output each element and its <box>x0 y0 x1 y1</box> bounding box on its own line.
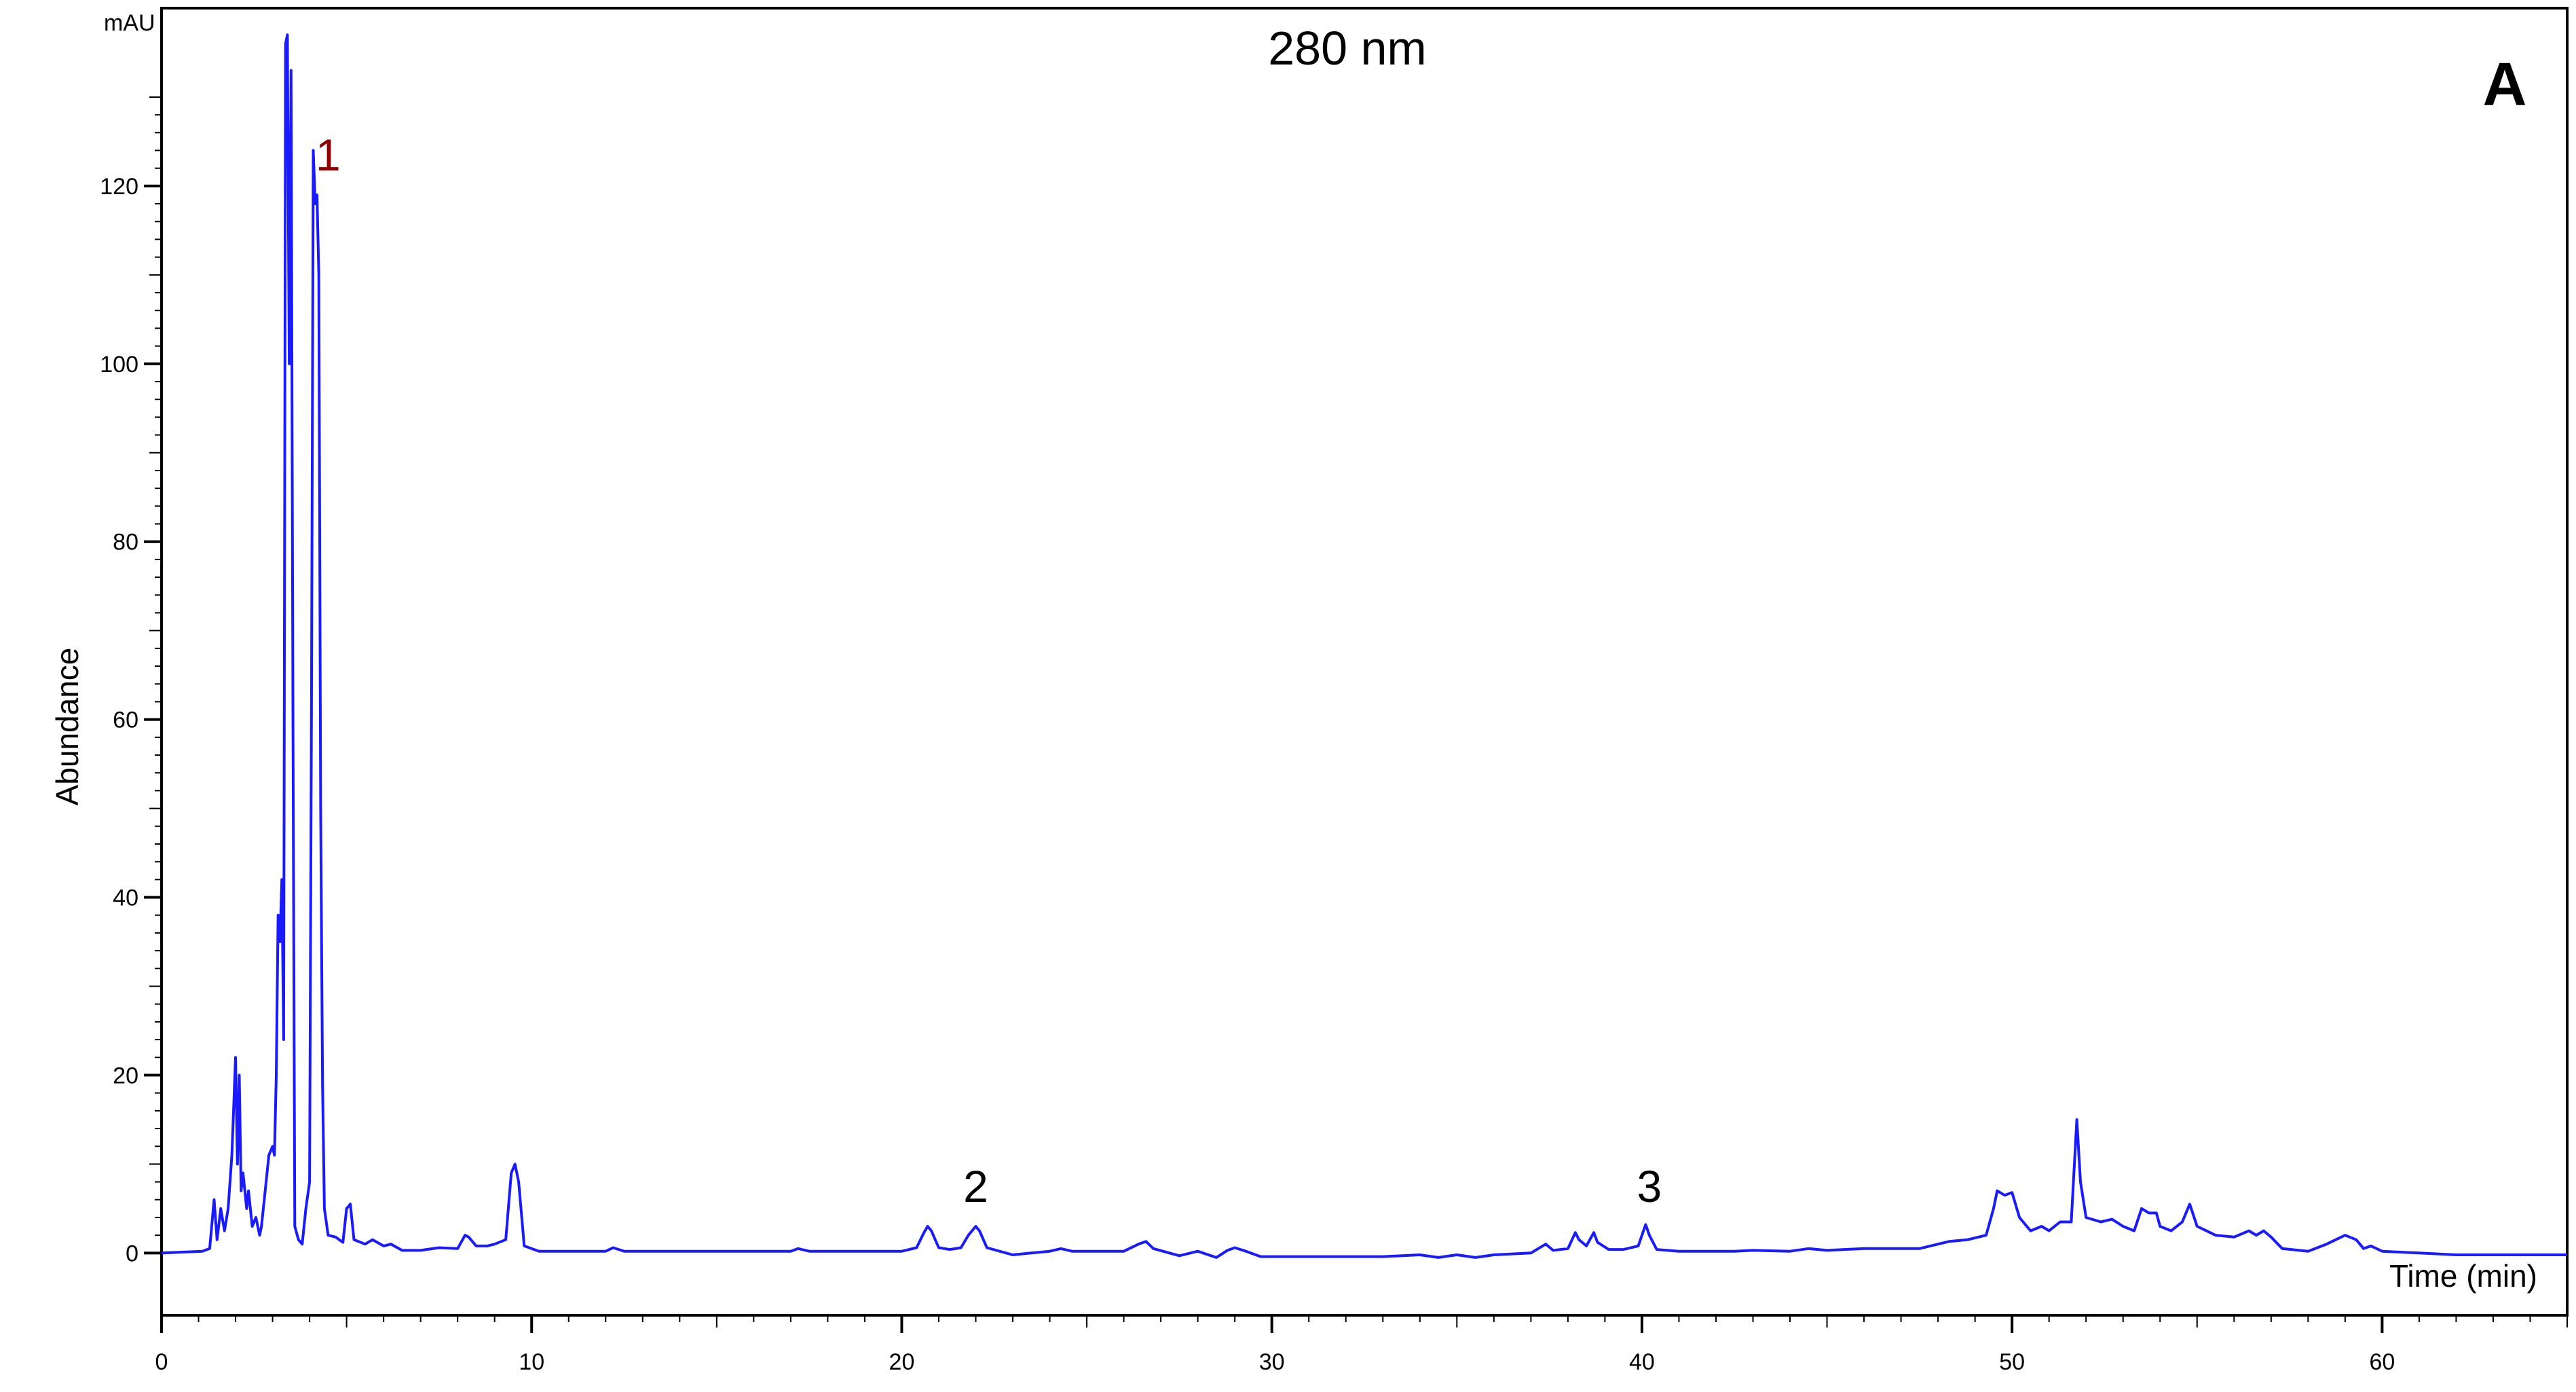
y-tick-label: 0 <box>126 1241 138 1266</box>
y-axis-unit: mAU <box>104 10 155 36</box>
y-tick-label: 60 <box>113 708 138 733</box>
series-line <box>161 33 2567 1259</box>
y-tick-label: 40 <box>113 885 138 911</box>
y-ticks: 0 20 40 60 80 100 120 <box>100 96 162 1266</box>
y-tick-label: 100 <box>100 352 138 378</box>
y-tick-label: 120 <box>100 174 138 200</box>
x-ticks: 0 10 20 30 40 50 60 <box>155 1315 2568 1375</box>
panel-label: A <box>2483 51 2527 119</box>
x-axis-label: Time (min) <box>2389 1258 2537 1294</box>
peak-label: 1 <box>316 130 341 180</box>
x-tick-label: 30 <box>1259 1349 1285 1375</box>
peak-labels: 1 2 3 <box>316 130 1662 1211</box>
y-axis-label: Abundance <box>50 648 85 806</box>
peak-label: 3 <box>1637 1161 1662 1211</box>
x-tick-label: 10 <box>519 1349 544 1375</box>
x-tick-label: 40 <box>1629 1349 1655 1375</box>
peak-label: 2 <box>963 1161 988 1211</box>
y-tick-label: 80 <box>113 530 138 555</box>
x-tick-label: 0 <box>155 1349 168 1375</box>
x-tick-label: 20 <box>889 1349 915 1375</box>
chart-title: 280 nm <box>1268 22 1426 75</box>
x-tick-label: 60 <box>2369 1349 2395 1375</box>
x-tick-label: 50 <box>1999 1349 2025 1375</box>
y-tick-label: 20 <box>113 1063 138 1088</box>
